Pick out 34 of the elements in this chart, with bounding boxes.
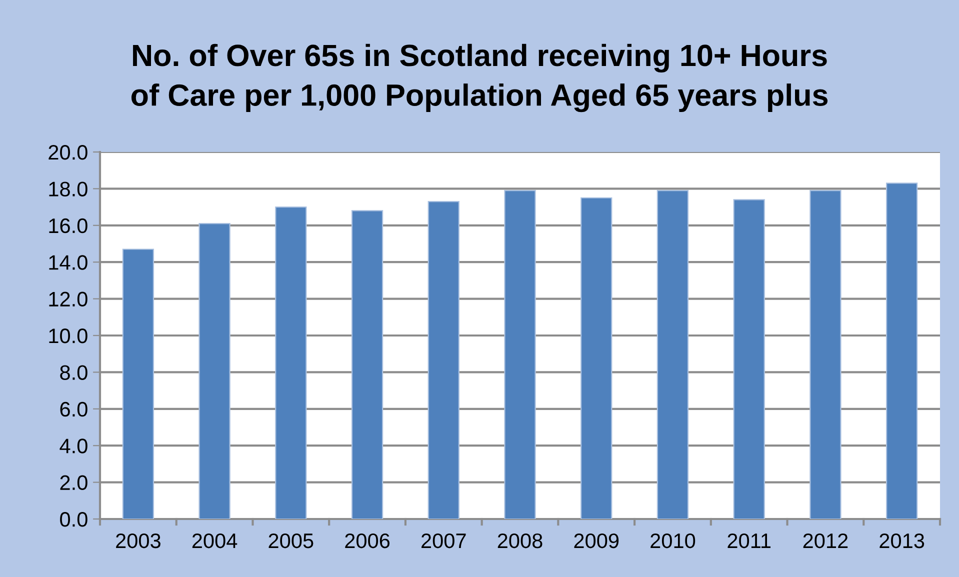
y-tick-label: 0.0 bbox=[60, 512, 88, 527]
y-tick-label: 10.0 bbox=[49, 328, 88, 344]
bar bbox=[886, 182, 918, 519]
x-tick-label: 2011 bbox=[728, 533, 770, 548]
x-tick-label: 2005 bbox=[268, 533, 314, 548]
bar bbox=[122, 248, 154, 519]
bar bbox=[198, 223, 230, 519]
y-tick-label: 4.0 bbox=[60, 438, 88, 454]
bar bbox=[656, 190, 689, 519]
x-tick-label: 2012 bbox=[803, 533, 848, 548]
bar bbox=[733, 199, 765, 519]
x-tick-label: 2007 bbox=[422, 533, 466, 548]
bar bbox=[580, 197, 612, 519]
y-tick-label: 18.0 bbox=[49, 182, 88, 196]
bar bbox=[810, 190, 842, 519]
bar bbox=[275, 206, 307, 519]
y-tick-label: 20.0 bbox=[48, 145, 88, 160]
x-tick-label: 2010 bbox=[650, 533, 696, 548]
y-tick-label: 14.0 bbox=[49, 255, 88, 270]
y-tick-label: 16.0 bbox=[49, 218, 88, 234]
y-tick-label: 12.0 bbox=[49, 292, 88, 307]
bar bbox=[428, 200, 460, 519]
x-tick-label: 2006 bbox=[345, 533, 390, 548]
x-tick-label: 2008 bbox=[498, 533, 542, 548]
y-tick-label: 2.0 bbox=[60, 475, 88, 490]
y-tick-label: 6.0 bbox=[60, 402, 88, 417]
bar bbox=[504, 190, 536, 519]
bar bbox=[351, 210, 384, 519]
x-tick-label: 2009 bbox=[574, 533, 619, 548]
x-tick-label: 2013 bbox=[880, 533, 924, 548]
chart-title: No. of Over 65s in Scotland receiving 10+ Hours of Care per 1,000 Population Aged 65 years plus bbox=[131, 44, 828, 112]
x-tick-label: 2004 bbox=[192, 533, 238, 548]
y-tick-label: 8.0 bbox=[60, 365, 88, 380]
x-tick-label: 2003 bbox=[116, 533, 160, 548]
